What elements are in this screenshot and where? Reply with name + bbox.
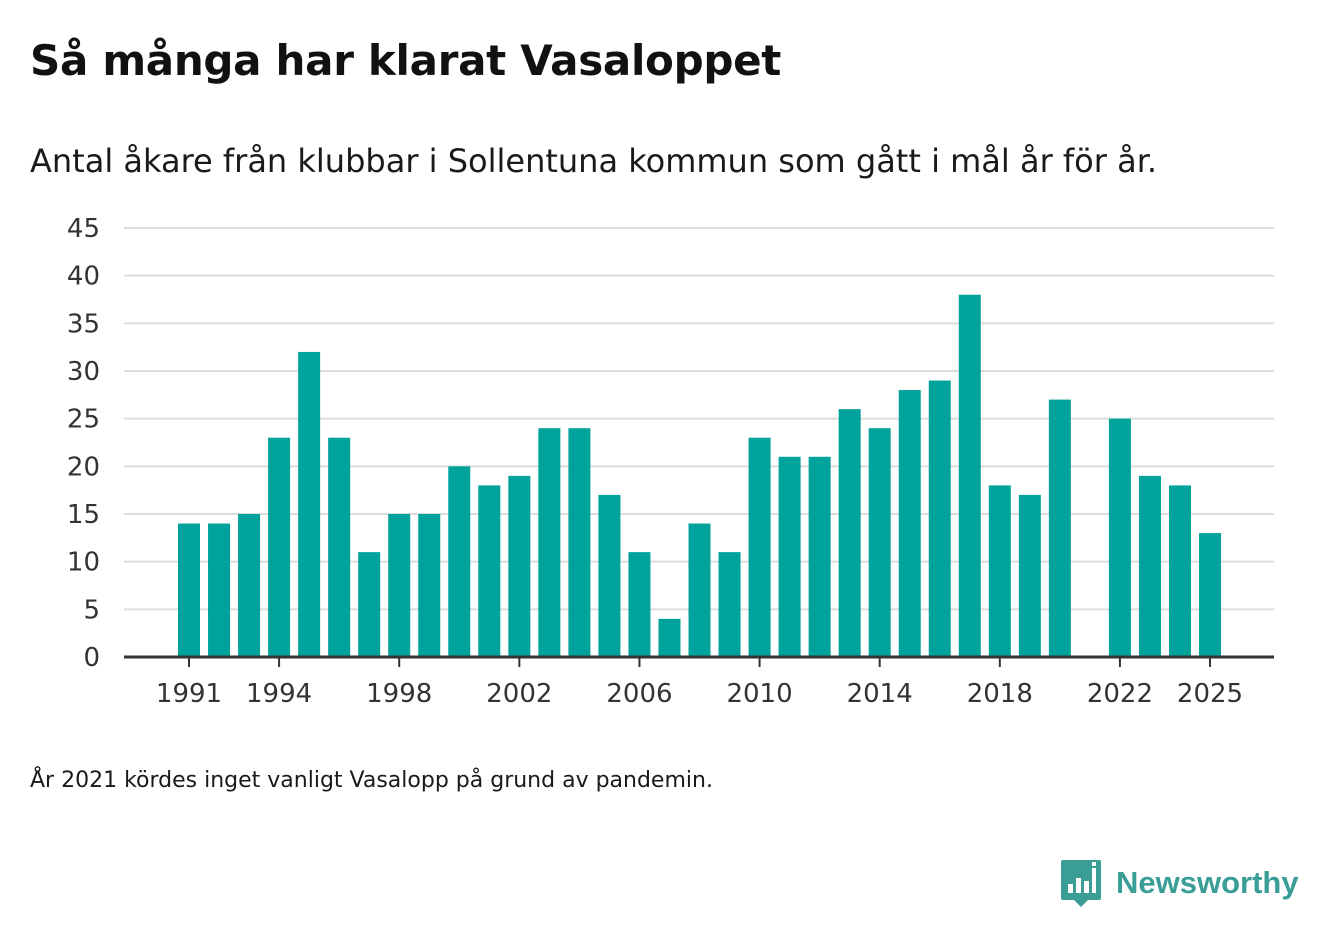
x-tick-label-1991: 1991 [156,679,222,709]
bar-chart-speech-bubble-icon [1061,860,1101,907]
x-axis-ticks: 1991 1994 1998 2002 2006 2010 2014 2018 2022 2025 [156,657,1243,709]
y-tick-label-40: 40 [67,262,100,292]
x-tick-label-2010: 2010 [726,679,792,709]
y-tick-label-10: 10 [67,548,100,578]
bar-2004 [568,428,591,657]
y-tick-label-35: 35 [67,309,100,339]
y-tick-label-5: 5 [83,595,100,625]
x-tick-label-2025: 2025 [1177,679,1243,709]
x-tick-label-2018: 2018 [967,679,1033,709]
bar-2003 [538,428,561,657]
bar-1997 [358,552,381,657]
bar-2015 [898,390,921,657]
x-tick-label-1994: 1994 [246,679,312,709]
chart-title: Så många har klarat Vasaloppet [30,36,782,85]
y-tick-label-0: 0 [83,643,100,673]
bar-2008 [688,523,711,657]
y-tick-label-30: 30 [67,357,100,387]
y-tick-label-15: 15 [67,500,100,530]
bar-2006 [628,552,651,657]
brand-logo[interactable]: Newsworthy [1060,858,1299,908]
y-axis-ticks: 0 5 10 15 20 25 30 35 40 45 [67,214,100,673]
bar-2012 [808,456,831,657]
x-tick-label-2022: 2022 [1087,679,1153,709]
footnote: År 2021 kördes inget vanligt Vasalopp på… [30,768,713,793]
bar-2000 [448,466,471,657]
bar-2016 [928,380,951,657]
bar-1998 [388,514,411,657]
bar-2002 [508,475,531,657]
brand-name: Newsworthy [1116,865,1299,900]
bar-1992 [208,523,231,657]
bar-2017 [958,294,981,657]
bar-1995 [298,351,321,657]
bar-2011 [778,456,801,657]
bar-1991 [178,523,200,657]
bar-2005 [598,494,621,657]
x-tick-label-1998: 1998 [366,679,432,709]
x-tick-label-2002: 2002 [486,679,552,709]
bar-2019 [1018,494,1041,657]
y-tick-label-25: 25 [67,405,100,435]
bars [178,294,1222,657]
bar-1996 [328,437,351,657]
bar-2023 [1138,475,1161,657]
bar-2020 [1048,399,1071,657]
bar-2024 [1168,485,1191,657]
x-tick-label-2006: 2006 [606,679,672,709]
bar-2018 [988,485,1011,657]
bar-2013 [838,409,861,657]
bar-2025 [1199,533,1222,657]
bar-2022 [1108,418,1131,657]
bar-2014 [868,428,891,657]
x-tick-label-2014: 2014 [847,679,913,709]
bar-1993 [238,514,261,657]
y-tick-label-45: 45 [67,214,100,244]
bar-1999 [418,514,441,657]
bar-2001 [478,485,501,657]
bar-2010 [748,437,771,657]
bar-2009 [718,552,741,657]
chart-subtitle: Antal åkare från klubbar i Sollentuna ko… [30,142,1158,180]
bar-1994 [268,437,291,657]
y-tick-label-20: 20 [67,452,100,482]
bar-2007 [658,618,681,657]
